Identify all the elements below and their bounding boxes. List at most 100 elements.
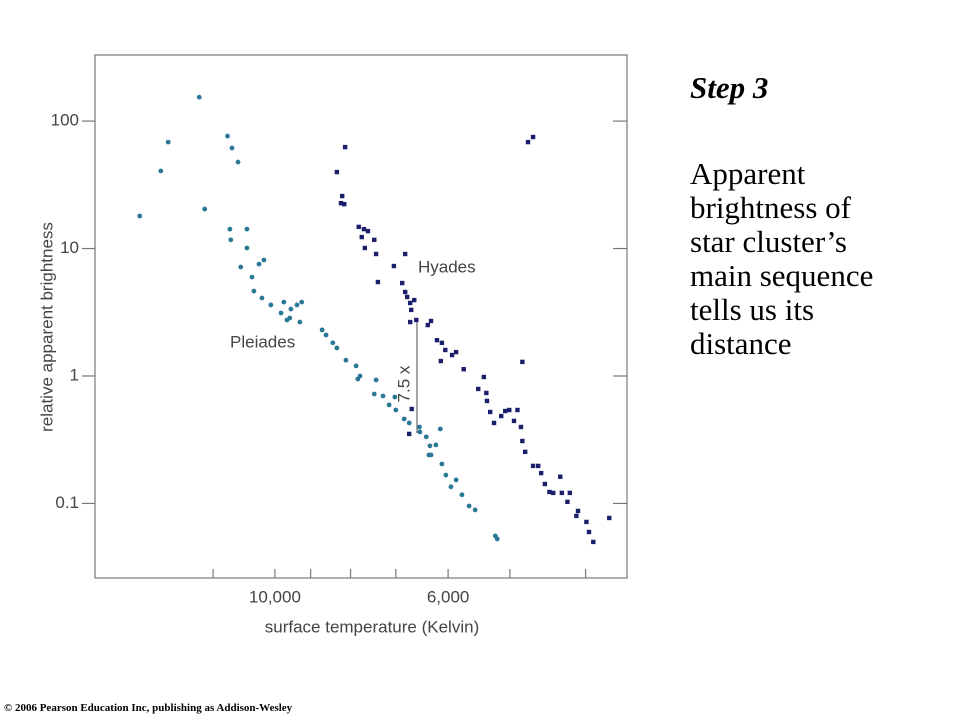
point bbox=[393, 407, 399, 413]
point bbox=[515, 407, 520, 413]
point bbox=[339, 193, 345, 199]
point bbox=[372, 237, 377, 243]
point bbox=[453, 477, 459, 483]
point bbox=[567, 490, 573, 496]
point bbox=[294, 302, 300, 308]
point bbox=[574, 513, 579, 519]
body-line: brightness of bbox=[690, 190, 852, 226]
point bbox=[373, 251, 379, 257]
point bbox=[371, 391, 377, 397]
point bbox=[437, 426, 443, 432]
point bbox=[591, 539, 596, 545]
point bbox=[391, 263, 397, 269]
point bbox=[343, 357, 349, 363]
point bbox=[402, 251, 408, 257]
point bbox=[399, 280, 405, 286]
body-line: distance bbox=[690, 326, 792, 362]
point bbox=[281, 299, 287, 305]
point bbox=[375, 279, 381, 285]
point bbox=[472, 507, 478, 513]
point bbox=[196, 94, 202, 100]
point bbox=[443, 472, 449, 478]
point bbox=[584, 519, 589, 525]
footer: © 2006 Pearson Education Inc, publishing… bbox=[4, 702, 293, 714]
point bbox=[165, 139, 171, 145]
point bbox=[414, 317, 419, 323]
point bbox=[238, 264, 244, 270]
point bbox=[503, 408, 508, 414]
point bbox=[487, 409, 493, 415]
point bbox=[323, 332, 329, 338]
point bbox=[542, 481, 548, 487]
point bbox=[256, 261, 262, 267]
point bbox=[511, 418, 517, 424]
point bbox=[299, 299, 305, 305]
point bbox=[439, 340, 445, 346]
point bbox=[319, 327, 325, 333]
y-tick-label: 10 bbox=[60, 238, 79, 257]
plot-frame bbox=[94, 54, 628, 579]
point bbox=[559, 490, 565, 496]
point bbox=[434, 337, 440, 343]
point bbox=[228, 237, 234, 243]
point bbox=[428, 318, 434, 324]
point bbox=[607, 515, 612, 521]
body-text: Apparent brightness of star cluster’s main … bbox=[690, 156, 874, 362]
point bbox=[586, 529, 592, 535]
point bbox=[433, 442, 439, 448]
point bbox=[428, 452, 434, 458]
point bbox=[406, 431, 412, 437]
point bbox=[334, 169, 340, 175]
point bbox=[268, 302, 274, 308]
point bbox=[551, 490, 556, 496]
point bbox=[484, 398, 490, 404]
point bbox=[353, 363, 359, 369]
point bbox=[342, 201, 347, 207]
series-label: Hyades bbox=[418, 257, 476, 276]
point bbox=[417, 429, 423, 435]
point bbox=[565, 499, 570, 505]
point bbox=[225, 133, 230, 139]
point bbox=[342, 144, 348, 150]
body-line: Apparent bbox=[690, 156, 806, 191]
point bbox=[158, 168, 164, 174]
point bbox=[287, 315, 293, 321]
point bbox=[575, 508, 581, 514]
point bbox=[229, 145, 235, 151]
point bbox=[530, 134, 536, 140]
point bbox=[412, 297, 417, 303]
point bbox=[404, 294, 410, 300]
y-tick-label: 1 bbox=[70, 365, 79, 384]
point bbox=[459, 492, 465, 498]
point bbox=[249, 274, 255, 280]
point bbox=[227, 226, 233, 232]
point bbox=[535, 463, 541, 469]
y-tick-label: 0.1 bbox=[55, 493, 79, 512]
point bbox=[525, 139, 531, 145]
point bbox=[137, 213, 143, 219]
x-tick-label: 6,000 bbox=[427, 587, 470, 606]
body-line: star cluster’s bbox=[690, 224, 847, 260]
point bbox=[244, 226, 250, 232]
point bbox=[261, 257, 267, 263]
point bbox=[453, 349, 459, 355]
point bbox=[407, 300, 413, 306]
point bbox=[423, 434, 429, 440]
point bbox=[392, 394, 398, 400]
point bbox=[417, 424, 422, 430]
point bbox=[362, 245, 368, 251]
point bbox=[449, 352, 455, 358]
point bbox=[448, 484, 454, 490]
point bbox=[406, 420, 412, 426]
point bbox=[361, 226, 367, 232]
point bbox=[522, 449, 528, 455]
point bbox=[259, 295, 265, 301]
point bbox=[330, 340, 336, 346]
point bbox=[443, 347, 448, 353]
body-line: main sequence bbox=[690, 258, 874, 294]
point bbox=[355, 376, 361, 382]
point bbox=[365, 228, 371, 234]
point bbox=[244, 245, 250, 251]
